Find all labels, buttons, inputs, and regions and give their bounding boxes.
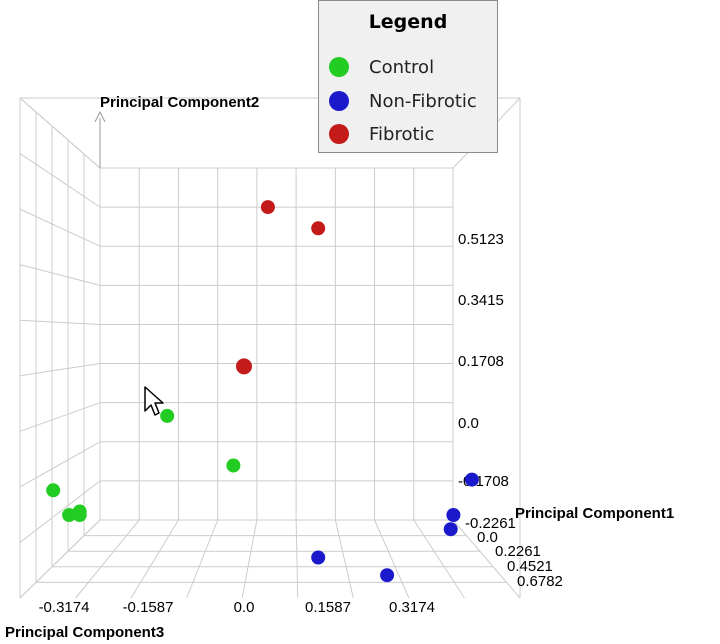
legend-swatch-non-fibrotic [329,91,349,111]
floor-grid-line [374,519,410,599]
data-point-non-fibrotic [464,472,479,487]
z-axis-title: Principal Component1 [515,505,674,522]
left-wall-grid-line [19,441,101,488]
x-tick-label: 0.1587 [305,599,351,616]
left-wall-grid-line [19,363,101,377]
floor-grid-line [295,519,299,599]
data-point-fibrotic [236,358,252,375]
data-point-non-fibrotic [443,522,458,537]
floor-grid-line [75,519,140,599]
legend-swatch-control [329,57,349,77]
data-point-fibrotic [311,221,326,236]
x-tick-label: -0.1587 [123,599,174,616]
floor-grid-line [186,519,219,599]
y-tick-label: 0.0 [458,415,479,432]
left-wall-grid-line [19,402,101,432]
plot-box-grid [19,97,521,599]
legend-item-non-fibrotic: Non-Fibrotic [329,88,477,114]
box-edge-top-left [19,97,101,169]
legend-item-fibrotic: Fibrotic [329,121,434,147]
floor-grid-line [334,519,354,599]
floor-grid-line [130,519,179,599]
z-tick-label: 0.2261 [495,543,541,560]
x-tick-label: -0.3174 [39,599,90,616]
data-point-control [46,483,61,498]
axis-titles: Principal Component2 Principal Component… [5,94,674,641]
left-wall-grid-line [19,480,101,543]
data-point-non-fibrotic [311,550,326,565]
legend: Legend Control Non-Fibrotic Fibrotic [318,0,498,153]
data-point-fibrotic [260,200,275,215]
data-point-non-fibrotic [380,568,395,583]
legend-label-non-fibrotic: Non-Fibrotic [369,90,477,112]
floor-grid-line [413,519,465,599]
legend-label-fibrotic: Fibrotic [369,123,435,145]
left-wall-grid-line [19,264,101,286]
legend-swatch-fibrotic [329,124,349,144]
z-tick-label: 0.0 [477,529,498,546]
z-tick-label: 0.4521 [507,558,553,575]
data-points [46,200,479,583]
y-tick-label: 0.1708 [458,353,504,370]
legend-title: Legend [368,11,448,33]
z-tick-label: 0.6782 [517,573,563,590]
left-wall-grid-line [19,319,101,325]
data-point-control [72,508,87,522]
z-tick-label: -0.2261 [465,515,516,532]
data-point-control [160,408,175,423]
x-tick-label: 0.3174 [389,599,435,616]
x-tick-label: 0.0 [234,599,255,616]
left-wall-grid-line [19,153,101,208]
data-point-control [62,508,77,522]
y-tick-label: 0.3415 [458,292,504,309]
y-axis-arrowhead [94,110,106,123]
legend-label-control: Control [369,56,435,78]
left-wall-grid-line [19,208,101,247]
mouse-cursor-icon [144,386,164,416]
data-point-non-fibrotic [446,508,461,522]
floor-grid-line [241,519,258,599]
x-axis-title: Principal Component3 [5,624,164,641]
y-axis-title: Principal Component2 [100,94,259,111]
floor-grid-line [19,519,101,599]
data-point-control [226,458,241,473]
legend-item-control: Control [329,54,434,80]
floor-grid-line [452,519,521,599]
y-tick-label: 0.5123 [458,231,504,248]
